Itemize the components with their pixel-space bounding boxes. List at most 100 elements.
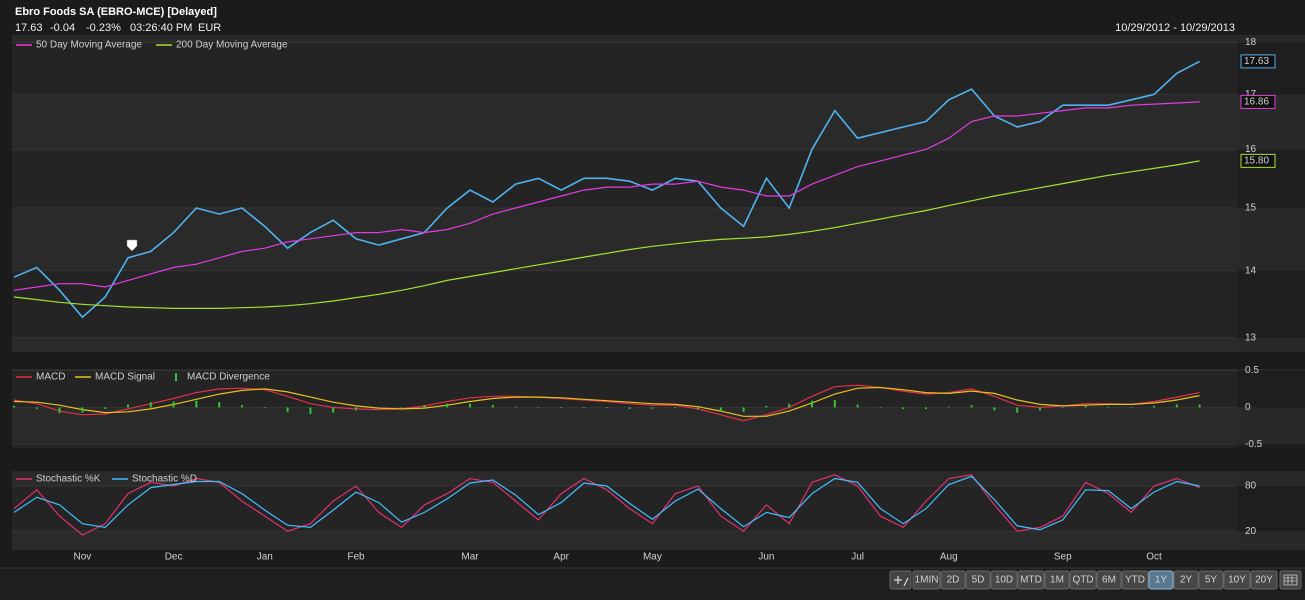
range-button[interactable] xyxy=(912,570,941,590)
range-button[interactable] xyxy=(1250,570,1278,590)
divergence-bar xyxy=(560,407,563,409)
legend-label: 50 Day Moving Average xyxy=(36,40,142,51)
marker-icon xyxy=(126,239,138,252)
range-button[interactable] xyxy=(1148,570,1174,590)
quote-time: 03:26:40 PM xyxy=(130,22,192,34)
x-tick-label: Jul xyxy=(851,552,864,563)
legend-label: MACD xyxy=(36,372,65,383)
divergence-bar xyxy=(13,405,15,408)
divergence-bar xyxy=(81,407,84,413)
panel-band xyxy=(12,208,1305,271)
divergence-bar xyxy=(127,404,129,408)
range-button[interactable] xyxy=(1096,570,1122,590)
divergence-bar xyxy=(583,407,585,409)
range-button-label: 6M xyxy=(1102,575,1116,586)
range-button[interactable] xyxy=(1173,570,1199,590)
x-tick-label: May xyxy=(643,552,662,563)
x-tick-label: Apr xyxy=(553,552,569,563)
date-range: 10/29/2012 - 10/29/2013 xyxy=(1115,22,1235,34)
divergence-bar xyxy=(811,400,813,408)
divergence-bar xyxy=(377,407,380,409)
panel-band xyxy=(12,94,1305,150)
range-button[interactable] xyxy=(940,570,966,590)
divergence-bar xyxy=(651,407,654,409)
range-button-label: 5Y xyxy=(1205,575,1218,586)
divergence-bar xyxy=(902,407,905,409)
divergence-bar xyxy=(355,407,357,411)
divergence-bar xyxy=(514,406,517,408)
title: Ebro Foods SA (EBRO-MCE) [Delayed] xyxy=(15,6,217,18)
range-button[interactable] xyxy=(965,570,991,590)
divergence-bar xyxy=(446,403,449,408)
range-button[interactable] xyxy=(1044,570,1070,590)
y-tick-label: 20 xyxy=(1245,526,1257,537)
panel-band xyxy=(12,471,1305,487)
divergence-bar xyxy=(925,407,927,409)
axis-bg xyxy=(1237,35,1305,352)
legend-label: MACD Divergence xyxy=(187,372,270,383)
y-tick-label: 18 xyxy=(1245,37,1257,48)
range-button[interactable] xyxy=(1198,570,1224,590)
series-line xyxy=(13,101,1200,291)
range-button[interactable] xyxy=(1069,570,1097,590)
divergence-bar xyxy=(1084,405,1087,408)
y-tick-label: -0.5 xyxy=(1245,439,1263,450)
x-tick-label: Oct xyxy=(1146,552,1162,563)
grid-button[interactable] xyxy=(1279,570,1302,590)
legend-label: MACD Signal xyxy=(95,372,155,383)
range-button[interactable] xyxy=(1223,570,1251,590)
divergence-bar xyxy=(674,407,677,409)
series-line xyxy=(13,160,1200,309)
divergence-bar xyxy=(879,407,882,408)
divergence-bar xyxy=(856,404,859,408)
y-tick-label: 15 xyxy=(1245,203,1257,214)
range-button-label: 2D xyxy=(947,575,960,586)
x-tick-label: Aug xyxy=(940,552,958,563)
divergence-bar xyxy=(195,400,198,408)
range-button[interactable] xyxy=(1121,570,1149,590)
divergence-bar xyxy=(1107,406,1110,408)
divergence-bar xyxy=(35,407,38,409)
value-tag xyxy=(1240,94,1276,109)
divergence-bar xyxy=(628,407,631,409)
divergence-bar xyxy=(537,407,540,408)
divergence-bar xyxy=(605,407,608,409)
quote-currency: EUR xyxy=(198,22,221,34)
range-button-label: 1Y xyxy=(1155,575,1168,586)
divergence-bar xyxy=(241,405,243,408)
grid-icon xyxy=(1283,574,1298,586)
panel-band xyxy=(12,35,1305,43)
legend-label: Stochastic %D xyxy=(132,474,197,485)
panel-band xyxy=(12,407,1305,445)
divergence-bar xyxy=(742,407,745,412)
range-button-label: 10D xyxy=(995,575,1013,586)
divergence-bar xyxy=(788,403,791,408)
divergence-bar xyxy=(172,401,175,408)
range-button[interactable] xyxy=(1017,570,1045,590)
value-tag xyxy=(1240,153,1276,168)
divergence-bar xyxy=(765,405,768,408)
range-button-label: 20Y xyxy=(1255,575,1273,586)
x-tick-label: Mar xyxy=(461,552,479,563)
y-tick-label: 0.5 xyxy=(1245,365,1259,376)
value-label: 17.63 xyxy=(1244,56,1269,67)
x-tick-label: Sep xyxy=(1054,552,1072,563)
range-button-label: 1M xyxy=(1050,575,1064,586)
divergence-bar xyxy=(947,406,950,408)
divergence-bar xyxy=(1153,405,1155,408)
divergence-bar xyxy=(149,402,152,408)
range-button[interactable] xyxy=(990,570,1018,590)
divergence-bar xyxy=(1198,404,1201,408)
divergence-bar xyxy=(423,405,426,408)
series-line xyxy=(13,384,1200,422)
quote-percent: -0.23% xyxy=(86,22,121,34)
divergence-bar xyxy=(218,402,221,408)
value-tag xyxy=(1240,54,1276,69)
range-button-label: QTD xyxy=(1072,575,1093,586)
range-button-label: 1MIN xyxy=(915,575,939,586)
divergence-bar xyxy=(491,405,494,408)
panel-band xyxy=(12,369,1305,371)
divergence-bar xyxy=(469,403,471,408)
panel-bg xyxy=(12,35,1237,352)
quote-last: 17.63 xyxy=(15,22,43,34)
